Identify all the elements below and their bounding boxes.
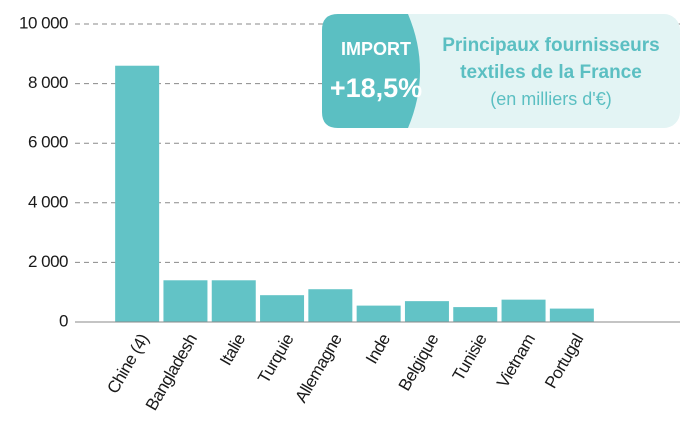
x-tick-label: Allemagne <box>291 331 345 406</box>
x-tick-label: Inde <box>362 331 394 367</box>
bar <box>308 289 353 322</box>
badge-label: IMPORT <box>341 39 411 59</box>
title-line: Principaux fournisseurs <box>442 35 660 56</box>
x-tick-label: Tunisie <box>449 331 491 384</box>
y-tick-label: 10 000 <box>19 13 68 32</box>
bar <box>211 280 256 322</box>
y-tick-label: 6 000 <box>28 133 68 152</box>
x-tick-label: Vietnam <box>493 330 539 391</box>
bar <box>404 301 449 322</box>
bar <box>356 305 401 322</box>
x-tick-label: Chine (4) <box>103 331 152 397</box>
x-tick-label: Italie <box>216 331 249 369</box>
subtitle: (en milliers d'€) <box>490 89 611 109</box>
x-tick-label: Portugal <box>541 331 587 392</box>
badge-value: +18,5% <box>330 73 422 103</box>
badge: IMPORT +18,5% Principaux fournisseurs te… <box>322 14 680 128</box>
bar <box>163 280 208 322</box>
y-tick-label: 4 000 <box>28 192 68 211</box>
title-line: textiles de la France <box>460 62 642 83</box>
bar <box>549 308 594 322</box>
bar <box>453 307 498 322</box>
x-tick-label: Turquie <box>254 331 297 387</box>
x-tick-label: Belgique <box>395 331 443 394</box>
bar <box>260 295 305 322</box>
y-tick-label: 2 000 <box>28 252 68 271</box>
bar <box>115 65 160 322</box>
badge-box <box>322 14 420 128</box>
bar <box>501 299 546 322</box>
y-tick-label: 0 <box>59 311 68 330</box>
y-tick-label: 8 000 <box>28 73 68 92</box>
